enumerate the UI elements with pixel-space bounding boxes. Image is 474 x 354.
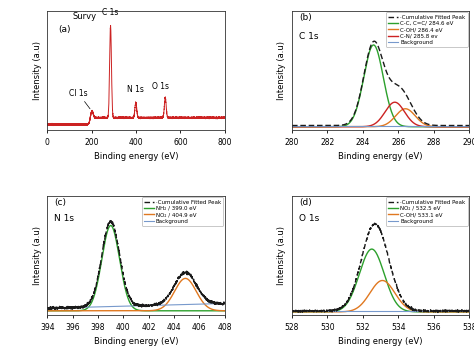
X-axis label: Binding energy (eV): Binding energy (eV) (338, 337, 423, 346)
X-axis label: Binding energy (eV): Binding energy (eV) (94, 337, 178, 346)
Text: N 1s: N 1s (55, 214, 74, 223)
Text: Cl 1s: Cl 1s (69, 89, 88, 98)
Legend: ·Cumulative Fitted Peak, NH₂ / 399.0 eV, NO₂ / 404.9 eV, Background: ·Cumulative Fitted Peak, NH₂ / 399.0 eV,… (142, 197, 223, 226)
X-axis label: Binding energy (eV): Binding energy (eV) (94, 152, 178, 161)
X-axis label: Binding energy (eV): Binding energy (eV) (338, 152, 423, 161)
Y-axis label: Intensity (a.u): Intensity (a.u) (33, 226, 42, 285)
Text: O 1s: O 1s (152, 82, 169, 91)
Text: C 1s: C 1s (102, 8, 118, 17)
Y-axis label: Intensity (a.u): Intensity (a.u) (277, 41, 286, 100)
Y-axis label: Intensity (a.u): Intensity (a.u) (277, 226, 286, 285)
Text: O 1s: O 1s (299, 214, 319, 223)
Text: C 1s: C 1s (299, 32, 319, 41)
Text: (b): (b) (299, 13, 312, 22)
Y-axis label: Intensity (a.u): Intensity (a.u) (33, 41, 42, 100)
Legend: ·Cumulative Fitted Peak, NO₂ / 532.5 eV, C-OH/ 533.1 eV, Background: ·Cumulative Fitted Peak, NO₂ / 532.5 eV,… (386, 197, 467, 226)
Text: (a): (a) (58, 25, 71, 34)
Text: (c): (c) (55, 198, 66, 207)
Text: Survy: Survy (72, 12, 96, 21)
Legend: ·Cumulative Fitted Peak, C-C, C=C/ 284.6 eV, C-OH/ 286.4 eV, C-N/ 285.8 ev, Back: ·Cumulative Fitted Peak, C-C, C=C/ 284.6… (386, 12, 467, 47)
Text: N 1s: N 1s (128, 85, 144, 94)
Text: (d): (d) (299, 198, 312, 207)
